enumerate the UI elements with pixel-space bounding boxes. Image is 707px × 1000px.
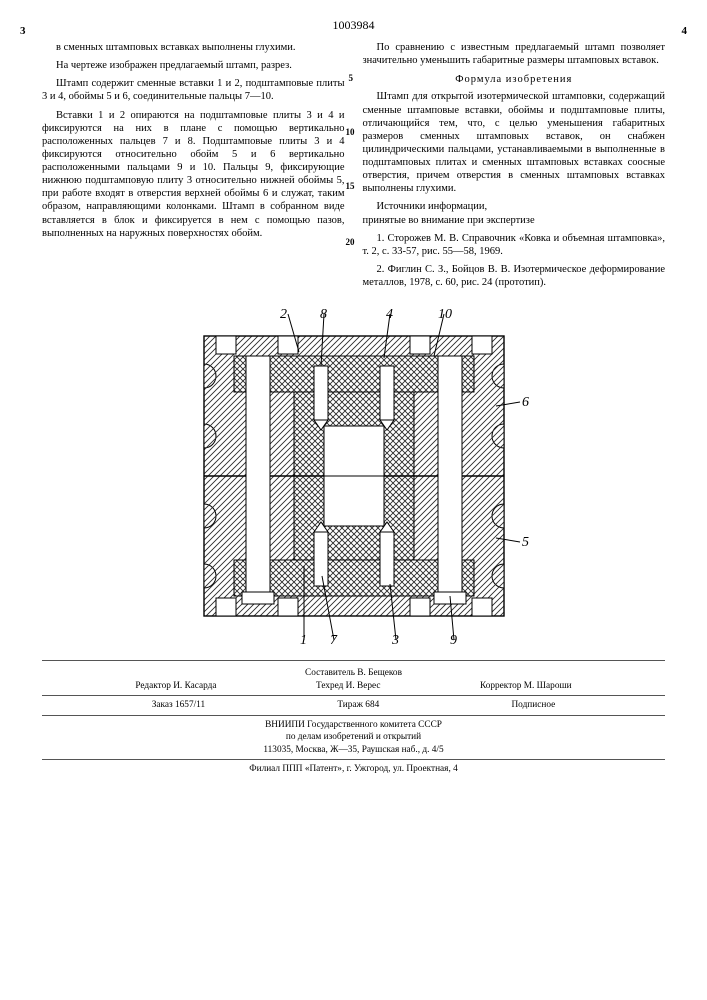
column-left: 3 в сменных штамповых вставках выполнены… <box>42 41 345 294</box>
text-columns: 3 в сменных штамповых вставках выполнены… <box>42 41 665 294</box>
label-8: 8 <box>320 307 327 322</box>
right-p1: По сравнению с известным предлагаемый шт… <box>363 41 666 67</box>
footer-compiler: Составитель В. Бещеков <box>42 667 665 680</box>
label-3: 3 <box>391 633 399 646</box>
source-2: 2. Фиглин С. З., Бойцов В. В. Изотермиче… <box>363 263 666 289</box>
footer-org1: ВНИИПИ Государственного комитета СССР <box>42 719 665 732</box>
sources-heading-1: Источники информации, <box>363 200 666 213</box>
left-p2: На чертеже изображен предлагаемый штамп,… <box>42 59 345 72</box>
footer-tirazh: Тираж 684 <box>337 699 379 712</box>
label-10: 10 <box>438 307 452 322</box>
page-number-right: 4 <box>682 25 688 39</box>
label-7: 7 <box>330 633 338 646</box>
label-2: 2 <box>280 307 287 322</box>
footer-tech: Техред И. Верес <box>316 680 381 693</box>
formula-heading: Формула изобретения <box>363 73 666 86</box>
guide-post-left <box>242 356 274 604</box>
doc-number: 1003984 <box>42 18 665 33</box>
guide-post-right <box>434 356 466 604</box>
footer-addr: 113035, Москва, Ж—35, Раушская наб., д. … <box>42 744 665 757</box>
line-marker-5: 5 <box>349 73 354 84</box>
die-cross-section-figure: 2 8 4 10 1 7 3 9 6 5 <box>174 306 534 646</box>
right-p2: Штамп для открытой изотермической штампо… <box>363 90 666 195</box>
footer-corrector: Корректор М. Шароши <box>480 680 572 693</box>
footer-branch: Филиал ППП «Патент», г. Ужгород, ул. Про… <box>42 763 665 776</box>
source-1: 1. Сторожев М. В. Справочник «Ковка и об… <box>363 232 666 258</box>
footer-editor: Редактор И. Касарда <box>135 680 216 693</box>
left-p4: Вставки 1 и 2 опираются на подштамповые … <box>42 109 345 240</box>
label-4: 4 <box>386 307 393 322</box>
sources-heading-2: принятые во внимание при экспертизе <box>363 214 666 227</box>
footer-order: Заказ 1657/11 <box>152 699 205 712</box>
footer-subscribe: Подписное <box>511 699 555 712</box>
line-marker-20: 20 <box>346 237 355 248</box>
left-p1: в сменных штамповых вставках выполнены г… <box>42 41 345 54</box>
footer-org2: по делам изобретений и открытий <box>42 731 665 744</box>
label-9: 9 <box>450 633 457 646</box>
patent-page: 1003984 3 в сменных штамповых вставках в… <box>0 0 707 1000</box>
page-number-left: 3 <box>20 25 26 39</box>
left-p3: Штамп содержит сменные вставки 1 и 2, по… <box>42 77 345 103</box>
line-marker-15: 15 <box>346 181 355 192</box>
column-right: 4 5 10 15 20 По сравнению с известным пр… <box>363 41 666 294</box>
label-1: 1 <box>300 633 307 646</box>
footer: Составитель В. Бещеков Редактор И. Касар… <box>42 660 665 776</box>
label-5: 5 <box>522 535 529 550</box>
label-6: 6 <box>522 395 529 410</box>
line-marker-10: 10 <box>346 127 355 138</box>
